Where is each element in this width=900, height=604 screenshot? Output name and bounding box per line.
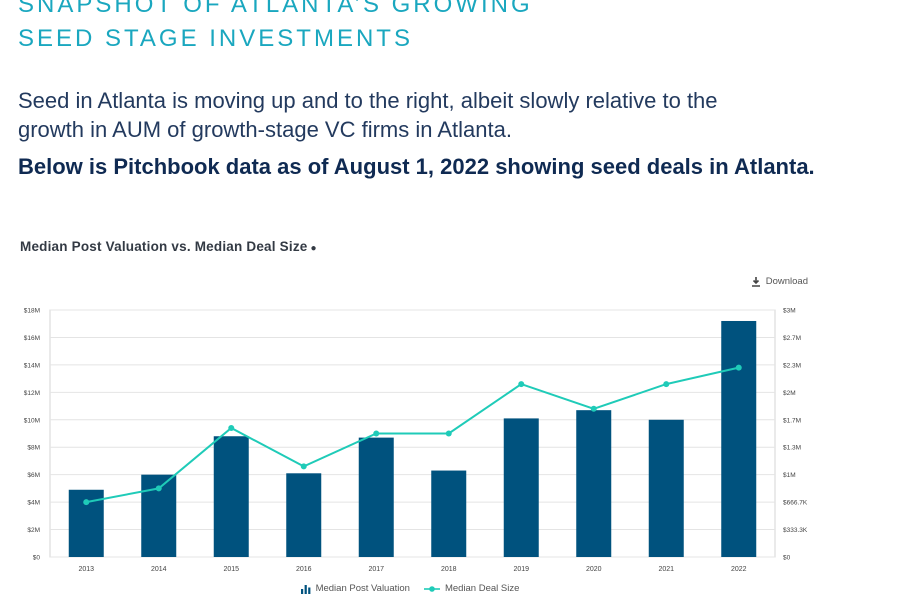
- y-left-tick-label: $14M: [24, 362, 40, 369]
- y-right-tick-label: $1.3M: [783, 445, 801, 452]
- deal-size-point: [518, 381, 525, 388]
- y-left-tick-label: $10M: [24, 417, 40, 424]
- legend-label-line: Median Deal Size: [444, 583, 520, 594]
- intro-line-1: Seed in Atlanta is moving up and to the …: [18, 88, 718, 113]
- deal-size-line: [86, 366, 739, 504]
- deal-size-point: [228, 424, 235, 431]
- y-right-tick-label: $2.7M: [783, 335, 801, 342]
- x-tick-label: 2019: [513, 566, 529, 573]
- x-tick-label: 2014: [151, 566, 167, 573]
- deal-size-point: [445, 430, 452, 437]
- x-tick-label: 2017: [368, 566, 384, 573]
- x-tick-label: 2013: [78, 566, 94, 573]
- deal-size-point: [300, 463, 307, 470]
- download-icon: [751, 276, 760, 287]
- heading-line-2: SEED STAGE INVESTMENTS: [18, 25, 413, 52]
- bar-chart-icon: [300, 584, 310, 594]
- y-left-tick-label: $2M: [27, 527, 40, 534]
- y-right-tick-label: $2.3M: [783, 362, 801, 369]
- bar: [721, 320, 757, 557]
- pitchbook-note: Below is Pitchbook data as of August 1, …: [18, 154, 815, 179]
- legend-item-bars[interactable]: Median Post Valuation: [300, 583, 410, 594]
- y-right-tick-label: $3M: [783, 308, 796, 315]
- legend-item-line[interactable]: Median Deal Size: [423, 583, 520, 594]
- download-label: Download: [765, 276, 808, 287]
- x-tick-label: 2016: [296, 566, 312, 573]
- line-marker-icon: [423, 585, 440, 592]
- deal-size-point: [663, 381, 670, 388]
- bar: [286, 473, 322, 557]
- heading-line-1: SNAPSHOT OF ATLANTA’S GROWING: [18, 0, 533, 18]
- deal-size-point: [155, 485, 162, 492]
- chart-title-text: Median Post Valuation vs. Median Deal Si…: [20, 239, 308, 254]
- deal-size-point: [735, 364, 742, 371]
- info-icon[interactable]: ●: [310, 243, 317, 254]
- deal-size-point: [373, 430, 380, 437]
- x-tick-label: 2020: [586, 566, 602, 573]
- bar: [213, 436, 249, 557]
- intro-line-2: growth in AUM of growth-stage VC firms i…: [18, 117, 512, 142]
- chart-title: Median Post Valuation vs. Median Deal Si…: [20, 239, 317, 254]
- legend-label-bars: Median Post Valuation: [315, 583, 410, 594]
- bar: [431, 470, 467, 557]
- bar: [576, 410, 612, 557]
- bar: [648, 419, 684, 557]
- y-left-tick-label: $6M: [27, 472, 40, 479]
- y-left-tick-label: $18M: [24, 308, 40, 315]
- y-right-tick-label: $1.7M: [783, 417, 801, 424]
- y-right-tick-label: $0: [783, 555, 791, 562]
- bar: [503, 418, 539, 557]
- x-tick-label: 2022: [731, 566, 747, 573]
- chart-legend: Median Post Valuation Median Deal Size: [0, 583, 820, 594]
- y-left-tick-label: $16M: [24, 335, 40, 342]
- intro-paragraph: Seed in Atlanta is moving up and to the …: [18, 86, 878, 144]
- combo-chart: $0 $2M $4M $6M $8M $10M $12M $14M $16M $18M $0 $333…: [24, 308, 808, 574]
- x-tick-label: 2018: [441, 566, 457, 573]
- page-heading: SNAPSHOT OF ATLANTA’S GROWING SEED STAGE…: [18, 0, 533, 56]
- bar: [358, 437, 394, 557]
- deal-size-point: [83, 499, 90, 506]
- y-left-tick-label: $0: [33, 555, 41, 562]
- y-right-tick-label: $666.7K: [783, 500, 808, 507]
- deal-size-point: [590, 405, 597, 412]
- y-left-tick-label: $8M: [27, 445, 40, 452]
- download-button[interactable]: Download: [751, 276, 808, 287]
- x-tick-label: 2021: [658, 566, 674, 573]
- y-right-tick-label: $2M: [783, 390, 796, 397]
- y-right-tick-label: $1M: [783, 472, 796, 479]
- y-right-tick-label: $333.3K: [783, 527, 808, 534]
- y-left-tick-label: $12M: [24, 390, 40, 397]
- x-tick-label: 2015: [223, 566, 239, 573]
- y-left-tick-label: $4M: [27, 500, 40, 507]
